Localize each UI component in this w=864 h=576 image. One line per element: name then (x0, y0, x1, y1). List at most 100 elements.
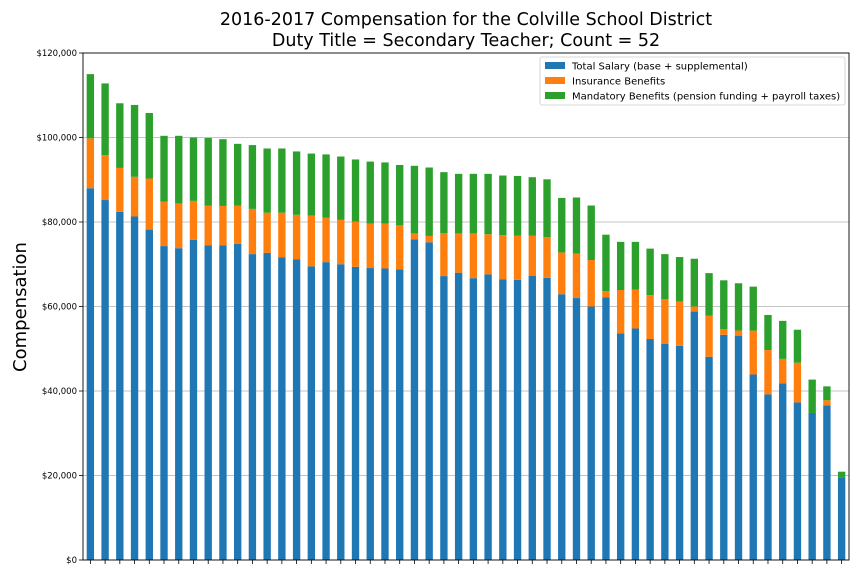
y-tick-label: $120,000 (36, 49, 77, 59)
bar-segment-mandatory (779, 320, 787, 359)
bar-segment-salary (823, 405, 831, 560)
bar-segment-insurance (734, 330, 743, 336)
bar-segment-mandatory (337, 156, 345, 220)
bar-segment-mandatory (130, 104, 139, 177)
bar-segment-insurance (101, 155, 109, 201)
bar-segment-salary (602, 297, 610, 560)
bar-segment-mandatory (278, 148, 286, 213)
y-tick-label: $100,000 (36, 134, 77, 144)
bar-segment-salary (101, 200, 109, 560)
bar-segment-insurance (705, 315, 713, 357)
bar-segment-mandatory (528, 177, 536, 236)
bar-segment-salary (572, 298, 581, 560)
bar-segment-salary (175, 248, 183, 560)
bar-segment-mandatory (440, 172, 448, 233)
bar-segment-insurance (602, 291, 610, 298)
bar-segment-mandatory (749, 286, 757, 331)
bar-segment-salary (440, 276, 448, 560)
bar-segment-insurance (513, 235, 522, 280)
bar-segment-mandatory (513, 175, 522, 236)
bar-segment-insurance (145, 178, 153, 230)
bar-segment-mandatory (646, 248, 654, 296)
bar-segment-salary (263, 252, 271, 560)
legend-swatch (545, 62, 565, 69)
bar-segment-salary (675, 345, 684, 560)
bar-segment-mandatory (292, 151, 301, 215)
bar-segment-insurance (130, 176, 139, 217)
bar-segment-mandatory (734, 283, 743, 331)
bar-segment-insurance (720, 329, 728, 335)
bar-segment-salary (307, 266, 316, 560)
legend-label: Total Salary (base + supplemental) (571, 62, 748, 73)
bar-segment-insurance (543, 237, 551, 278)
bar-segment-salary (631, 328, 640, 560)
bar-segment-insurance (823, 400, 831, 406)
bar-segment-insurance (160, 201, 168, 247)
bar-segment-insurance (292, 214, 301, 260)
chart-title: 2016-2017 Compensation for the Colville … (220, 10, 712, 30)
chart-subtitle: Duty Title = Secondary Teacher; Count = … (272, 31, 660, 51)
bar-segment-salary (779, 383, 787, 560)
bar-segment-mandatory (219, 139, 227, 206)
bar-segment-insurance (616, 290, 625, 334)
bar-segment-insurance (646, 295, 654, 340)
bar-segment-insurance (690, 306, 699, 312)
bar-segment-insurance (558, 252, 566, 295)
bar-segment-salary (484, 274, 492, 560)
bar-segment-salary (469, 278, 478, 560)
bar-segment-mandatory (499, 175, 507, 236)
bar-segment-insurance (528, 235, 536, 276)
bar-segment-mandatory (705, 273, 713, 316)
legend-label: Insurance Benefits (572, 77, 665, 88)
bar-segment-insurance (366, 223, 374, 269)
bar-segment-insurance (307, 215, 316, 267)
bar-segment-salary (366, 268, 374, 560)
bar-segment-mandatory (558, 197, 566, 253)
bar-segment-salary (690, 311, 699, 560)
bar-segment-salary (86, 188, 95, 560)
bar-segment-mandatory (425, 167, 433, 236)
bar-segment-salary (337, 264, 345, 560)
bar-segment-mandatory (351, 159, 360, 222)
bar-segment-mandatory (808, 379, 816, 413)
bar-segment-insurance (631, 289, 640, 329)
bar-segment-insurance (337, 219, 345, 265)
bar-segment-mandatory (661, 254, 669, 300)
bar-segment-mandatory (248, 145, 257, 209)
bar-segment-insurance (749, 330, 757, 375)
bar-segment-insurance (322, 217, 330, 263)
bar-segment-insurance (661, 299, 669, 344)
bar-segment-insurance (233, 205, 242, 244)
bar-segment-salary (292, 259, 301, 560)
bar-segment-salary (793, 402, 802, 560)
y-tick-label: $20,000 (42, 472, 77, 482)
bar-segment-salary (381, 268, 389, 560)
bar-segment-salary (351, 266, 360, 560)
bar-segment-mandatory (160, 135, 168, 202)
bar-segment-mandatory (101, 83, 109, 156)
bar-segment-insurance (764, 350, 772, 395)
bar-segment-mandatory (381, 162, 389, 224)
bar-segment-salary (720, 334, 728, 560)
bar-segment-mandatory (396, 164, 404, 226)
bar-segment-insurance (675, 301, 684, 346)
axes: $0 $20,000 $40,000 $60,000 $80,000 $100,000 $1… (36, 49, 850, 566)
bar-segment-insurance (499, 235, 507, 280)
bar-segment-insurance (219, 205, 227, 246)
bar-segment-mandatory (572, 197, 581, 254)
y-tick-label: $60,000 (42, 303, 77, 313)
bar-segment-mandatory (690, 258, 699, 307)
bar-segment-insurance (779, 358, 787, 384)
bar-segment-mandatory (307, 153, 316, 216)
bar-segment-salary (528, 275, 536, 560)
bar-segment-salary (705, 356, 713, 560)
bar-segment-mandatory (631, 241, 640, 290)
bar-segment-salary (204, 245, 212, 561)
bar-segment-mandatory (793, 329, 802, 363)
bar-segment-salary (454, 272, 463, 560)
bar-segment-mandatory (823, 386, 831, 401)
bar-segment-salary (219, 245, 227, 561)
bar-segment-salary (425, 242, 433, 560)
bar-segment-mandatory (145, 112, 153, 179)
